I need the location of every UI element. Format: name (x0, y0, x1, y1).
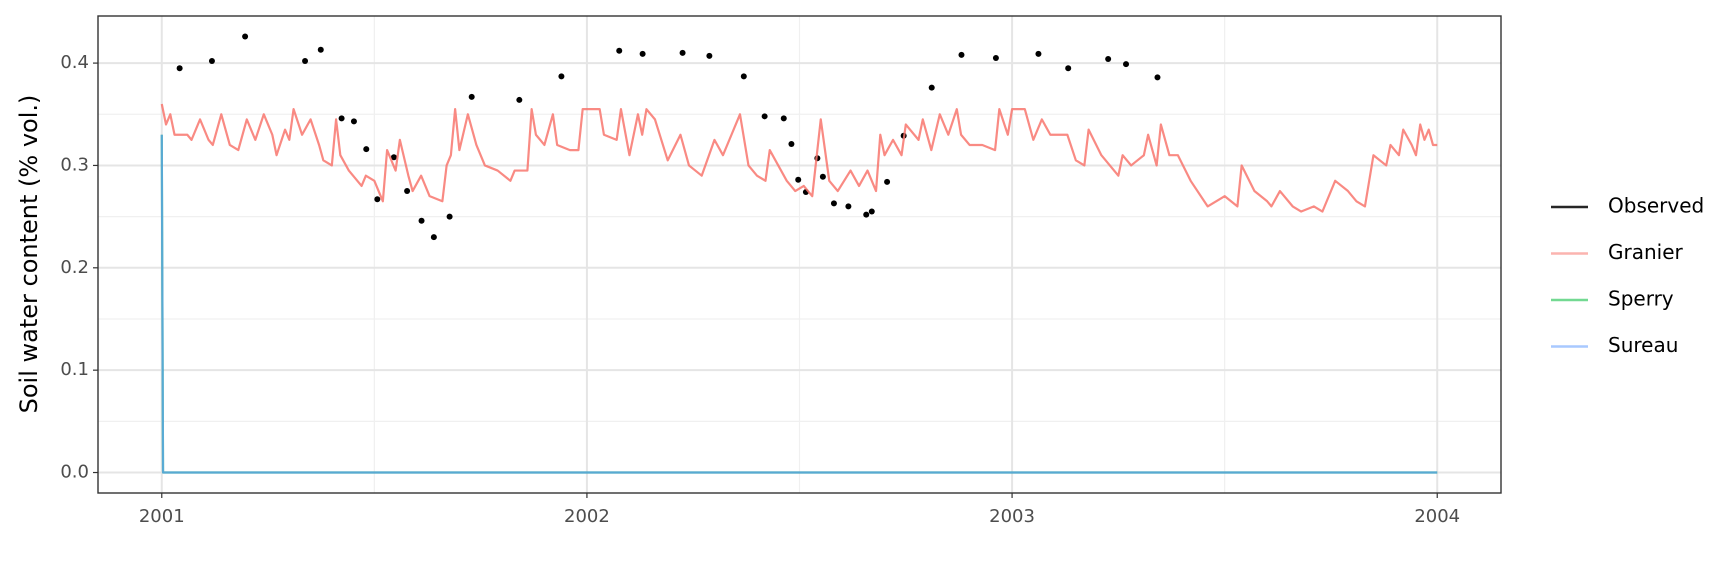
observed-point (390, 154, 397, 161)
observed-point (404, 188, 411, 195)
observed-point (1154, 74, 1161, 81)
observed-point (616, 47, 623, 54)
x-tick-label: 2003 (989, 506, 1035, 527)
observed-point (868, 208, 875, 215)
observed-point (302, 58, 309, 65)
observed-point (958, 51, 965, 58)
observed-point (830, 200, 837, 207)
observed-point (317, 46, 324, 53)
observed-point (992, 54, 999, 61)
y-axis-label: Soil water content (% vol.) (15, 95, 43, 414)
observed-point (1105, 55, 1112, 62)
observed-point (845, 203, 852, 210)
observed-point (374, 196, 381, 203)
legend-label: Sperry (1608, 287, 1674, 311)
plot-border (97, 15, 1502, 494)
observed-point (468, 93, 475, 100)
x-tick-label: 2004 (1414, 506, 1460, 527)
observed-point (706, 52, 713, 59)
y-tick-label: 0.3 (60, 154, 89, 175)
x-tick-label: 2001 (139, 506, 185, 527)
series-line (160, 134, 1438, 474)
legend-label: Observed (1608, 194, 1704, 218)
observed-point (740, 73, 747, 80)
observed-point (639, 50, 646, 57)
observed-point (795, 176, 802, 183)
observed-point (338, 115, 345, 122)
observed-point (780, 115, 787, 122)
observed-point (418, 217, 425, 224)
x-tick-label: 2002 (564, 506, 610, 527)
y-tick-label: 0.1 (60, 359, 89, 380)
observed-point (242, 33, 249, 40)
observed-point (928, 84, 935, 91)
observed-point (1065, 65, 1072, 72)
y-tick-label: 0.4 (60, 52, 89, 73)
observed-point (430, 234, 437, 241)
observed-point (884, 178, 891, 185)
observed-point (516, 96, 523, 103)
series-line (160, 103, 1438, 213)
observed-point (1035, 50, 1042, 57)
y-tick-label: 0.2 (60, 257, 89, 278)
observed-point (363, 146, 370, 153)
observed-point (446, 213, 453, 220)
observed-point (350, 118, 357, 125)
observed-point (1123, 61, 1130, 68)
legend-label: Sureau (1608, 333, 1678, 357)
y-tick-label: 0.0 (60, 462, 89, 483)
observed-point (558, 73, 565, 80)
observed-point (176, 65, 183, 72)
observed-point (788, 140, 795, 147)
observed-point (819, 173, 826, 180)
observed-point (208, 58, 215, 65)
legend-label: Granier (1608, 240, 1684, 264)
observed-point (679, 49, 686, 56)
observed-point (761, 113, 768, 120)
observed-point (863, 211, 870, 218)
